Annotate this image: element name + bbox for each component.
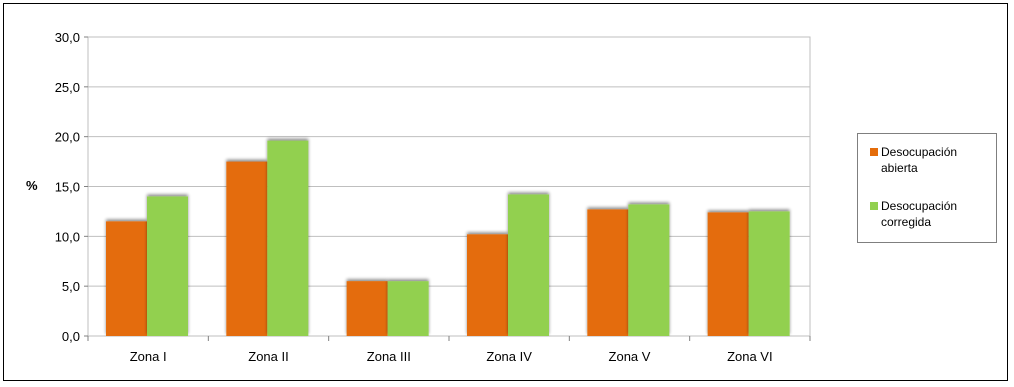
gridlines: [88, 36, 810, 287]
x-category-label: Zona I: [130, 349, 167, 364]
bar-corregida: [508, 194, 549, 336]
bar-abierta: [346, 281, 388, 336]
x-category-label: Zona IV: [486, 349, 532, 364]
bar-abierta: [467, 234, 508, 336]
y-axis-ticks: 0,0 5,0 10,0 15,0 20,0 25,0 30,0: [55, 30, 88, 344]
x-category-label: Zona III: [367, 349, 411, 364]
bar-abierta: [587, 209, 629, 336]
legend-label-corregida: Desocupación corregida: [881, 199, 958, 229]
legend-item-abierta: Desocupación abierta: [870, 144, 991, 176]
bars: [106, 140, 790, 336]
legend: Desocupación abierta Desocupación correg…: [857, 133, 997, 243]
bar-corregida: [628, 204, 670, 336]
bar-corregida: [387, 281, 429, 336]
y-axis-title: %: [26, 178, 38, 193]
x-category-label: Zona VI: [727, 349, 773, 364]
bar-abierta: [106, 221, 147, 336]
bar-abierta: [226, 161, 268, 336]
legend-swatch-abierta: [870, 148, 878, 156]
y-tick-label: 10,0: [55, 229, 80, 244]
bar-corregida: [267, 140, 309, 336]
y-tick-label: 30,0: [55, 30, 80, 45]
x-axis-categories: Zona I Zona II Zona III Zona IV Zona V Zona V…: [87, 336, 811, 364]
legend-label-abierta: Desocupación abierta: [881, 145, 958, 175]
legend-item-corregida: Desocupación corregida: [870, 198, 991, 230]
legend-swatch-corregida: [870, 202, 878, 210]
bar-abierta: [707, 212, 749, 336]
y-tick-label: 20,0: [55, 130, 80, 145]
x-category-label: Zona V: [609, 349, 651, 364]
y-tick-label: 25,0: [55, 80, 80, 95]
y-tick-label: 15,0: [55, 180, 80, 195]
y-tick-label: 0,0: [62, 329, 80, 344]
x-category-label: Zona II: [248, 349, 288, 364]
y-tick-label: 5,0: [62, 279, 80, 294]
bar-corregida: [147, 196, 188, 336]
bar-corregida: [748, 211, 790, 336]
